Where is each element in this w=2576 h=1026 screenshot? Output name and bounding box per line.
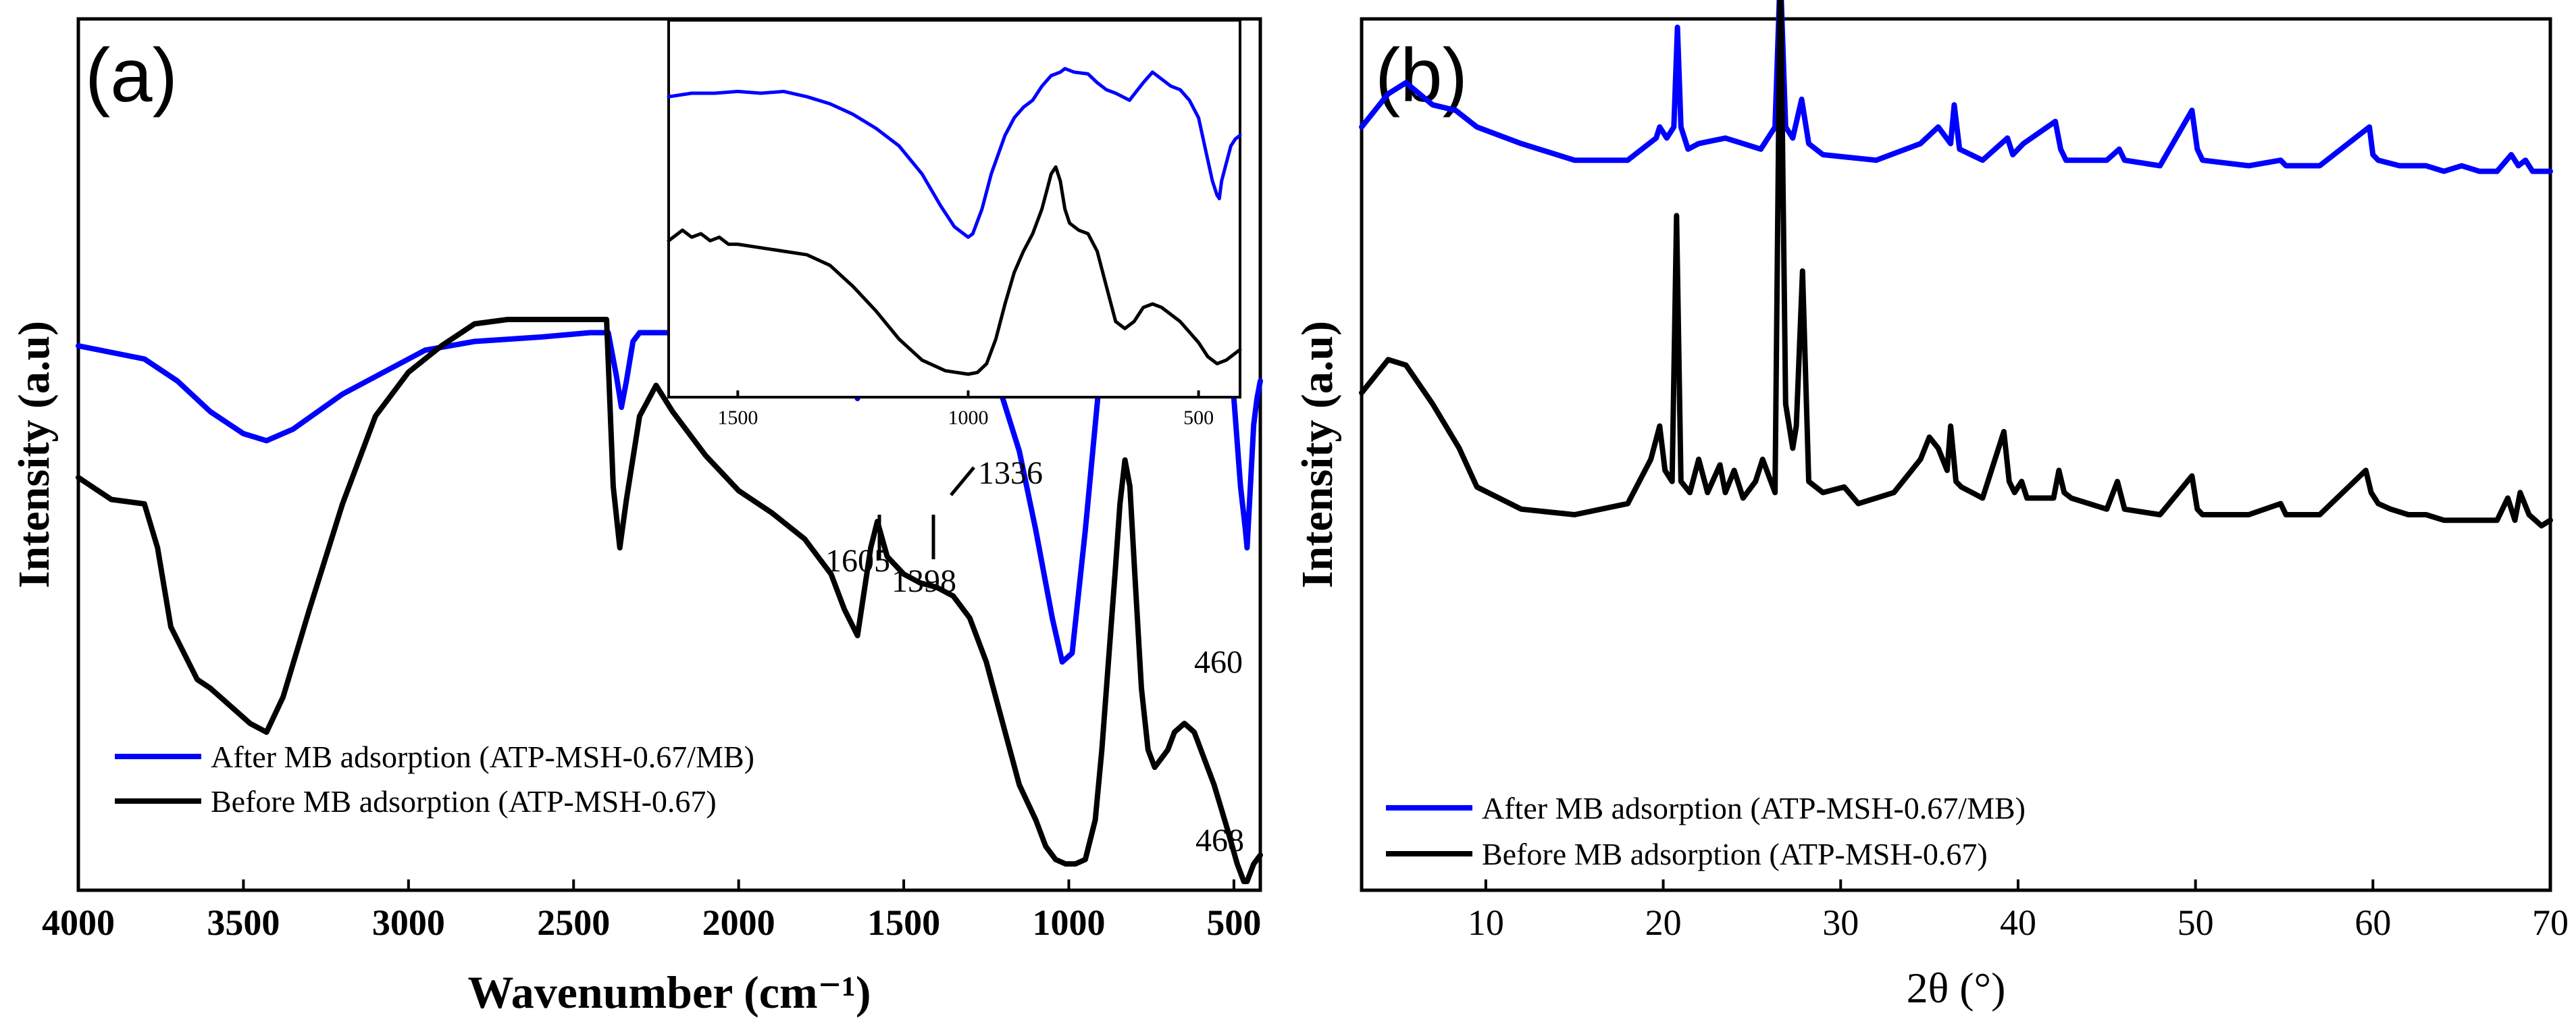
inset-x-ticks: 1500 1000 500: [717, 390, 1214, 429]
panel-a-ftir-chart: (a) 4000 3500 3000 2500 2000 1500 1000 500 Wave…: [9, 17, 1263, 1018]
inset-tick-label-500: 500: [1183, 407, 1214, 429]
panel-b-y-axis-label: Intensity (a.u): [1293, 321, 1342, 588]
panel-a-y-axis-label: Intensity (a.u): [9, 321, 59, 588]
annotation-1605: 1605: [825, 543, 890, 579]
annotation-468: 468: [1195, 823, 1244, 858]
panel-a-annotations: 1336 1605 1398 460 468: [825, 455, 1244, 858]
panel-b-tick-label-50: 50: [2178, 902, 2214, 943]
panel-a-x-axis-label: Wavenumber (cm⁻¹): [467, 967, 871, 1018]
annotation-1336: 1336: [978, 455, 1043, 491]
panel-b-legend: After MB adsorption (ATP-MSH-0.67/MB) Be…: [1386, 791, 2026, 871]
panel-a-tick-label-1500: 1500: [867, 902, 940, 943]
panel-a-tick-label-1000: 1000: [1032, 902, 1105, 943]
inset-series: [667, 67, 1242, 376]
inset-frame: [667, 19, 1241, 399]
panel-a-x-ticks: 4000 3500 3000 2500 2000 1500 1000 500: [42, 879, 1261, 943]
panel-a-tick-label-3500: 3500: [207, 902, 280, 943]
panel-a-tick-label-4000: 4000: [42, 902, 115, 943]
panel-b-tick-label-40: 40: [2000, 902, 2036, 943]
panel-b-series: [1359, 0, 2553, 529]
panel-a-tick-label-3000: 3000: [372, 902, 445, 943]
panel-a-tick-label-2000: 2000: [702, 902, 775, 943]
legend-b-before-label: Before MB adsorption (ATP-MSH-0.67): [1482, 837, 1988, 871]
panel-b-label: (b): [1375, 33, 1468, 118]
panel-b-x-axis-label: 2θ (°): [1907, 964, 2006, 1012]
annotation-1336-tick: [950, 466, 975, 496]
legend-a-before-label: Before MB adsorption (ATP-MSH-0.67): [211, 784, 717, 819]
inset-series-before-mb-adsorption: [667, 165, 1242, 376]
panel-b-x-ticks: 10 20 30 40 50 60 70: [1468, 879, 2569, 943]
panel-a-label: (a): [85, 33, 178, 118]
panel-b-tick-label-10: 10: [1468, 902, 1504, 943]
panel-b-tick-label-70: 70: [2532, 902, 2569, 943]
panel-a-tick-label-2500: 2500: [537, 902, 610, 943]
annotation-460: 460: [1194, 644, 1243, 680]
legend-a-after-label: After MB adsorption (ATP-MSH-0.67/MB): [211, 740, 754, 774]
panel-a-tick-label-500: 500: [1206, 902, 1261, 943]
panel-b-xrd-chart: (b) 10 20 30 40 50 60 70 2θ (°) Intensity (a.u…: [1293, 0, 2569, 1012]
panel-b-plot-frame: [1360, 17, 2552, 892]
annotation-1398: 1398: [892, 563, 956, 599]
panel-a-series-before-mb-adsorption: [76, 317, 1263, 884]
panel-a-legend: After MB adsorption (ATP-MSH-0.67/MB) Be…: [115, 740, 754, 819]
panel-b-tick-label-30: 30: [1822, 902, 1859, 943]
inset-tick-label-1000: 1000: [948, 407, 988, 429]
inset-tick-label-1500: 1500: [717, 407, 758, 429]
legend-b-after-label: After MB adsorption (ATP-MSH-0.67/MB): [1482, 791, 2026, 825]
panel-b-tick-label-20: 20: [1645, 902, 1682, 943]
panel-b-series-after-mb-adsorption: [1359, 0, 2553, 174]
panel-b-tick-label-60: 60: [2354, 902, 2391, 943]
inset-series-after-mb-adsorption: [667, 67, 1242, 239]
panel-b-series-before-mb-adsorption: [1359, 0, 2553, 529]
panel-a-inset-chart: 1500 1000 500: [667, 19, 1242, 429]
